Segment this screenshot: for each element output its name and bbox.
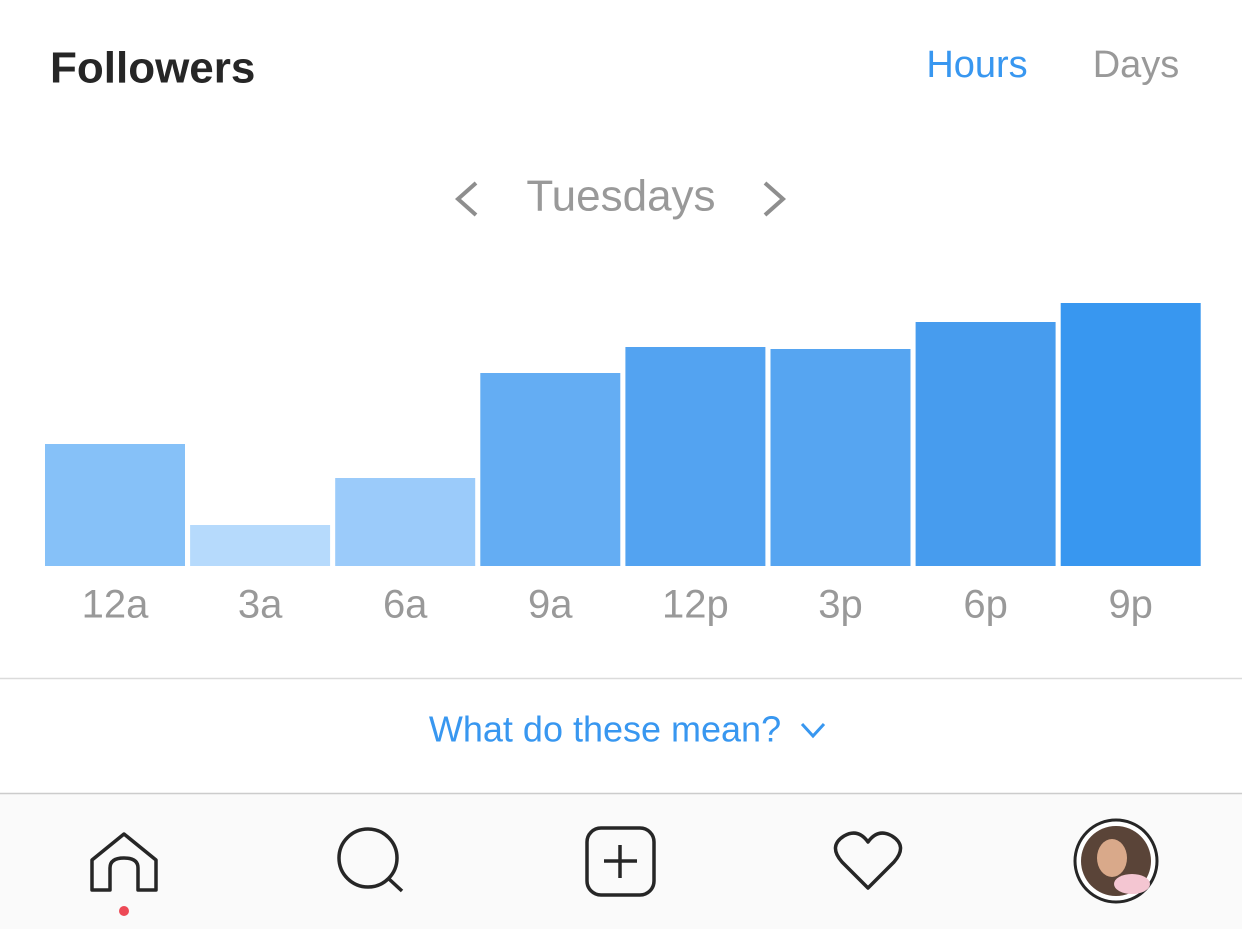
x-tick-label: 12a [82, 583, 149, 627]
x-tick-label: 12p [662, 583, 729, 627]
x-tick-label: 6p [963, 583, 1008, 627]
bar [335, 478, 476, 566]
day-label: Tuesdays [526, 172, 715, 221]
bar [770, 349, 911, 566]
tab-days[interactable]: Days [1093, 44, 1180, 86]
add-icon[interactable] [585, 826, 656, 897]
help-chevron[interactable] [800, 722, 826, 739]
add-plus [604, 845, 637, 878]
x-tick-label: 3p [818, 583, 863, 627]
x-tick-label: 6a [383, 583, 428, 627]
bar [45, 444, 185, 566]
home-dot [119, 906, 129, 916]
x-tick-label: 3a [238, 583, 283, 627]
bar [625, 347, 766, 566]
x-tick-label: 9a [528, 583, 573, 627]
search-icon[interactable] [337, 827, 399, 889]
x-tick-label: 9p [1108, 583, 1153, 627]
bar [480, 373, 621, 566]
tab-hours[interactable]: Hours [926, 44, 1027, 86]
bar [190, 525, 331, 566]
search-handle [387, 877, 404, 893]
heart-icon[interactable] [833, 831, 903, 890]
home-icon[interactable] [90, 832, 158, 892]
section-title: Followers [50, 44, 255, 93]
prev-arrow[interactable] [454, 181, 478, 217]
next-arrow[interactable] [763, 181, 787, 217]
help-link[interactable]: What do these mean? [429, 709, 781, 750]
bar [1060, 303, 1201, 566]
profile-detail [1114, 874, 1150, 894]
chart: 12a 3a 6a 9a 12p 3p 6p 9p [45, 303, 1201, 627]
bar [915, 322, 1056, 566]
profile-face [1097, 839, 1127, 877]
